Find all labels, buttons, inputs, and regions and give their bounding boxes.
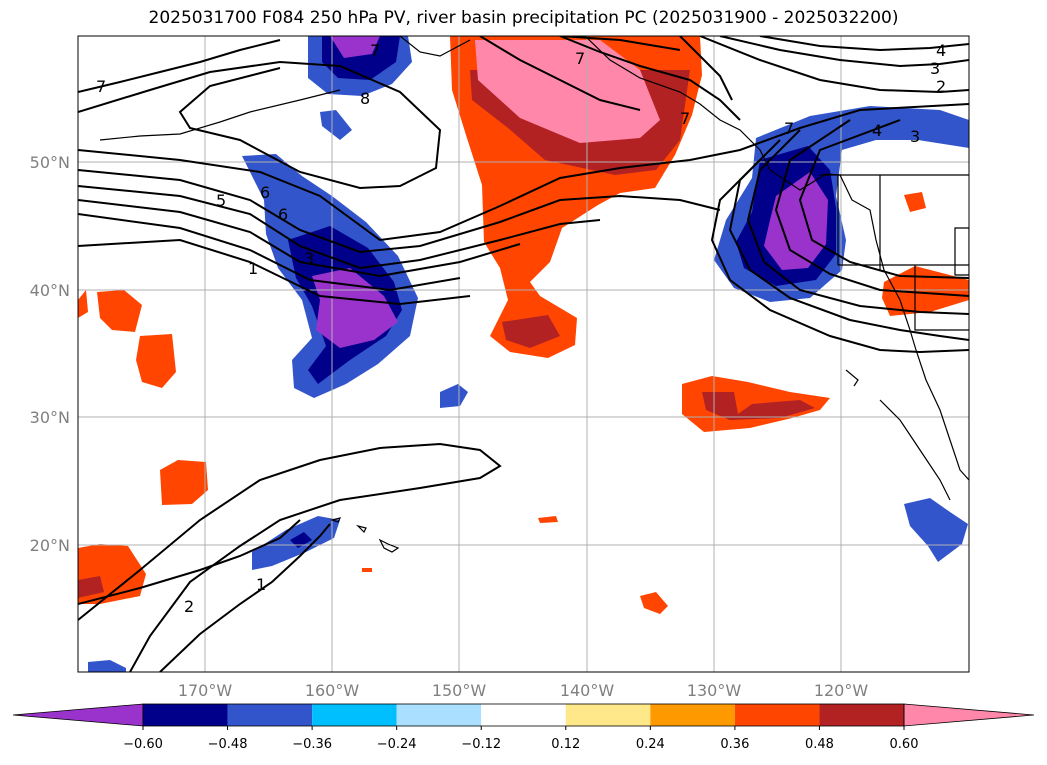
pv-contours (78, 36, 969, 672)
contour-labels: 7 8 6 7 5 7 6 1 3 7 4 3 2 4 3 7 2 1 (96, 41, 946, 616)
hawaii-west-positive-2 (97, 290, 142, 332)
colorbar-tick-label: −0.36 (292, 737, 332, 752)
lat-label-40n: 40°N (30, 281, 70, 300)
colorbar-segment (143, 704, 228, 726)
colorbar-tick-label: 0.36 (720, 737, 749, 752)
colorbar-frame (142, 703, 905, 727)
colorbar-segment (227, 704, 313, 726)
lon-label-130w: 130°W (687, 681, 742, 700)
lon-label-150w: 150°W (432, 681, 487, 700)
colorbar-segment (396, 704, 482, 726)
contour-label: 5 (216, 191, 226, 210)
contour-label: 6 (260, 183, 270, 202)
colorbar-tick-label: −0.60 (123, 737, 163, 752)
colorbar-extend-max (903, 703, 1035, 727)
gulf-alaska-negative-strong (330, 36, 380, 58)
colorbar-tick-label: −0.12 (461, 737, 501, 752)
contour-label: 7 (680, 109, 690, 128)
colorbar-tick-label: 0.48 (805, 737, 834, 752)
contour-label: 7 (370, 41, 380, 60)
plume-southern-core (502, 315, 560, 348)
contour-label: 7 (96, 77, 106, 96)
hawaii-west-positive-3 (136, 334, 176, 388)
latitude-labels: 50°N 40°N 30°N 20°N (30, 153, 70, 555)
subtropical-positive-core (702, 392, 815, 420)
central-pacific-positive (160, 460, 208, 505)
baja-negative (904, 498, 968, 562)
contour-label: 4 (872, 121, 882, 140)
colorbar-tick-label: 0.60 (890, 737, 919, 752)
contour-label: 2 (936, 77, 946, 96)
colorbar-tick-label: −0.24 (377, 737, 417, 752)
subtropical-negative-core (290, 532, 312, 548)
hawaii-west-positive-1 (78, 290, 88, 318)
small-positive-1 (640, 592, 668, 614)
map-panel: 7 8 6 7 5 7 6 1 3 7 4 3 2 4 3 7 2 1 (78, 36, 969, 672)
contour-label: 2 (184, 597, 194, 616)
colorbar-tick-label: 0.24 (636, 737, 665, 752)
contour-label: 8 (360, 89, 370, 108)
small-negative-gulf (320, 110, 352, 140)
lon-label-140w: 140°W (560, 681, 615, 700)
colorbar-segment (819, 704, 904, 726)
southwest-negative (88, 660, 126, 672)
plume-strong-core (475, 40, 660, 143)
contour-label: 1 (256, 575, 266, 594)
contour-label: 7 (575, 49, 585, 68)
contour-label: 3 (930, 59, 940, 78)
colorbar-segment (650, 704, 735, 726)
west-coast-positive (882, 266, 969, 316)
colorbar-extend-min (12, 703, 144, 727)
small-positive-3 (362, 568, 372, 572)
positive-precip-anomalies (78, 36, 969, 614)
contour-label: 6 (278, 205, 288, 224)
contour-label: 1 (248, 259, 258, 278)
contour-label: 7 (784, 119, 794, 138)
colorbar-segment (734, 704, 820, 726)
map-frame (77, 35, 970, 673)
colorbar-segment (565, 704, 651, 726)
contour-label: 3 (304, 249, 314, 268)
map-title: 2025031700 F084 250 hPa PV, river basin … (148, 8, 899, 28)
lat-label-20n: 20°N (30, 536, 70, 555)
colorbar-segment (312, 704, 397, 726)
small-negative-1 (440, 384, 468, 408)
lon-label-170w: 170°W (178, 681, 233, 700)
longitude-labels: 170°W 160°W 150°W 140°W 130°W 120°W (178, 681, 869, 700)
colorbar: −0.60 −0.48 −0.36 −0.24 −0.12 0.12 0.24 0.36 0.4… (12, 703, 1035, 752)
pnw-small-positive (904, 192, 926, 212)
lat-label-50n: 50°N (30, 153, 70, 172)
lat-label-30n: 30°N (30, 408, 70, 427)
central-pacific-negative-strong (312, 268, 398, 348)
colorbar-tick-label: −0.48 (208, 737, 248, 752)
contour-label: 3 (910, 127, 920, 146)
colorbar-tick-label: 0.12 (551, 737, 580, 752)
small-positive-2 (538, 516, 558, 523)
lon-label-160w: 160°W (305, 681, 360, 700)
lon-label-120w: 120°W (814, 681, 869, 700)
southwest-positive-core (78, 576, 104, 598)
contour-label: 4 (936, 41, 946, 60)
colorbar-segment (481, 704, 566, 726)
